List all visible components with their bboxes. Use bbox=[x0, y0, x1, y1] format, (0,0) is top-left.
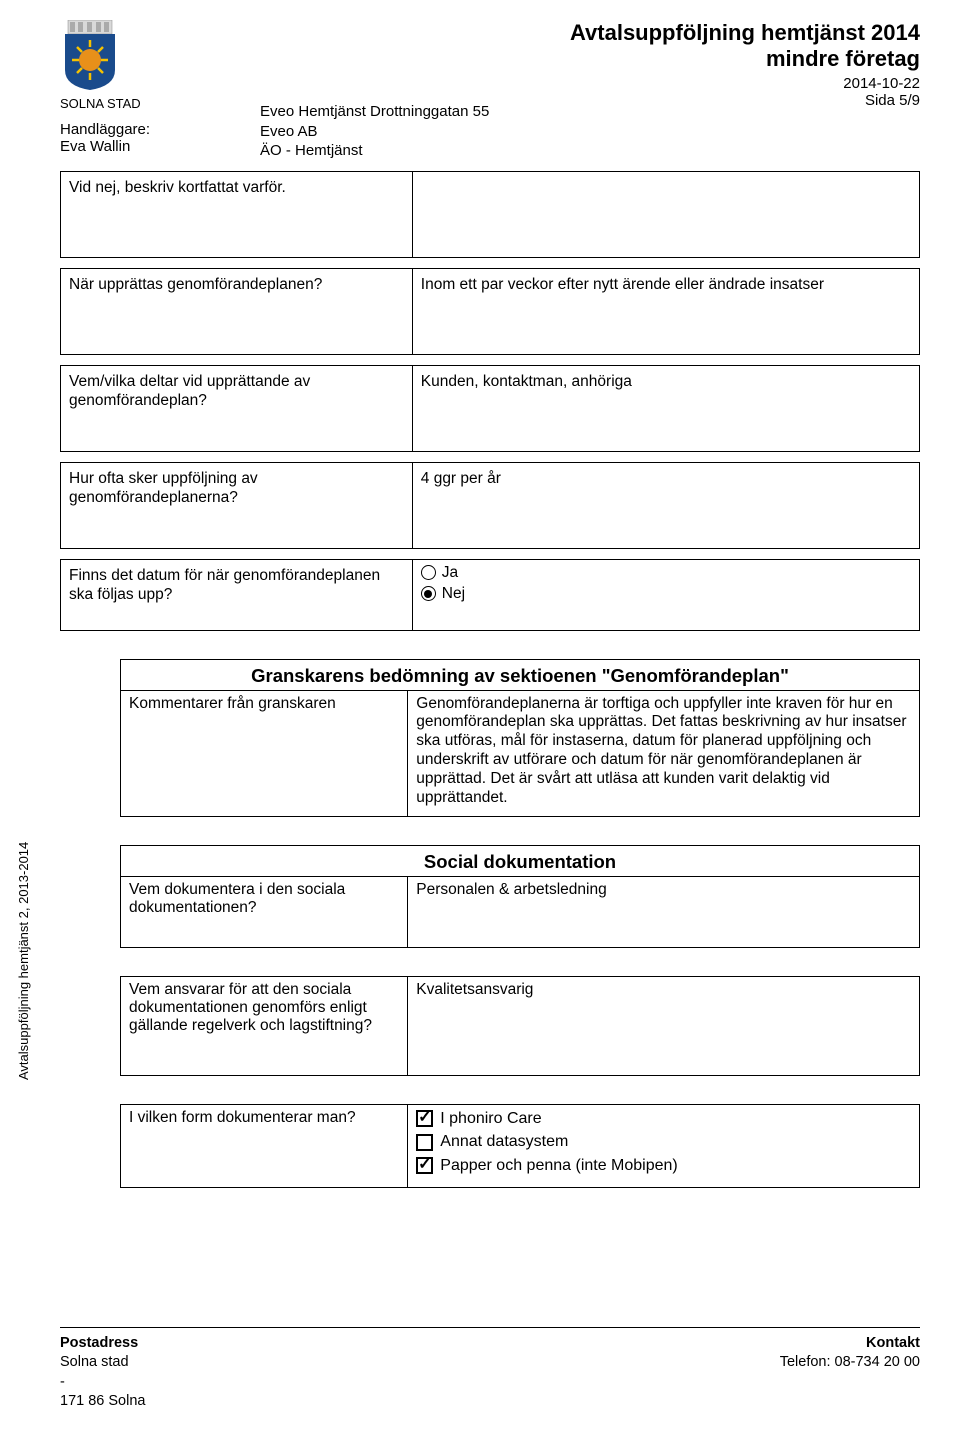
handlaggare-name: Eva Wallin bbox=[60, 138, 260, 155]
qa-table: Vid nej, beskriv kortfattat varför. bbox=[60, 171, 920, 258]
center-line-1: Eveo Hemtjänst Drottninggatan 55 bbox=[260, 102, 500, 122]
checkbox-icon bbox=[416, 1157, 433, 1174]
postadress-label: Postadress bbox=[60, 1334, 145, 1354]
checkbox-icon bbox=[416, 1134, 433, 1151]
qa-answer bbox=[413, 172, 919, 257]
social-question: Vem dokumentera i den sociala dokumentat… bbox=[121, 876, 408, 947]
assessment-title: Granskarens bedömning av sektioenen "Gen… bbox=[121, 660, 919, 690]
social-question: Vem ansvarar för att den sociala dokumen… bbox=[121, 977, 408, 1075]
qa-question: Vid nej, beskriv kortfattat varför. bbox=[61, 172, 413, 257]
page-number: Sida 5/9 bbox=[500, 92, 920, 109]
header-left: SOLNA STAD Handläggare: Eva Wallin bbox=[60, 20, 260, 161]
radio-option-ja[interactable]: Ja bbox=[421, 563, 911, 582]
page: SOLNA STAD Handläggare: Eva Wallin Eveo … bbox=[0, 0, 960, 1437]
checkbox-label: Annat datasystem bbox=[440, 1132, 568, 1152]
header-center: Eveo Hemtjänst Drottninggatan 55 Eveo AB… bbox=[260, 20, 500, 161]
center-line-2: Eveo AB bbox=[260, 122, 500, 142]
qa-table: När upprättas genomförandeplanen? Inom e… bbox=[60, 268, 920, 355]
logo bbox=[60, 20, 260, 94]
qa-answer: 4 ggr per år bbox=[413, 463, 919, 548]
qa-question: När upprättas genomförandeplanen? bbox=[61, 269, 413, 354]
kontakt-label: Kontakt bbox=[780, 1334, 920, 1354]
footer-left: Postadress Solna stad - 171 86 Solna bbox=[60, 1334, 145, 1412]
page-title: Avtalsuppföljning hemtjänst 2014 mindre … bbox=[500, 20, 920, 73]
social-title: Social dokumentation bbox=[121, 846, 919, 876]
qa-question: Finns det datum för när genomförandeplan… bbox=[61, 560, 413, 630]
postadress-line: Solna stad bbox=[60, 1353, 145, 1373]
assessment-left: Kommentarer från granskaren bbox=[121, 690, 408, 816]
assessment-table: Granskarens bedömning av sektioenen "Gen… bbox=[120, 659, 920, 817]
social-table: Vem ansvarar för att den sociala dokumen… bbox=[120, 976, 920, 1076]
handlaggare-label: Handläggare: bbox=[60, 121, 260, 138]
qa-table: Vem/vilka deltar vid upprättande av geno… bbox=[60, 365, 920, 452]
qa-answer: Kunden, kontaktman, anhöriga bbox=[413, 366, 919, 451]
side-text: Avtalsuppföljning hemtjänst 2, 2013-2014 bbox=[16, 842, 31, 1080]
qa-question: Vem/vilka deltar vid upprättande av geno… bbox=[61, 366, 413, 451]
social-answer: Kvalitetsansvarig bbox=[408, 977, 919, 1075]
social-question: I vilken form dokumenterar man? bbox=[121, 1105, 408, 1188]
qa-table: Finns det datum för när genomförandeplan… bbox=[60, 559, 920, 631]
checkbox-option-annat[interactable]: Annat datasystem bbox=[416, 1132, 911, 1152]
qa-answer-radio: Ja Nej bbox=[413, 560, 919, 630]
postadress-line: 171 86 Solna bbox=[60, 1392, 145, 1412]
checkbox-option-phoniro[interactable]: I phoniro Care bbox=[416, 1109, 911, 1129]
kontakt-line: Telefon: 08-734 20 00 bbox=[780, 1353, 920, 1373]
header: SOLNA STAD Handläggare: Eva Wallin Eveo … bbox=[60, 20, 920, 161]
radio-label: Ja bbox=[442, 563, 458, 582]
document-date: 2014-10-22 bbox=[500, 75, 920, 92]
center-line-3: ÄO - Hemtjänst bbox=[260, 141, 500, 161]
org-name: SOLNA STAD bbox=[60, 96, 260, 111]
assessment-right: Genomförandeplanerna är torftiga och upp… bbox=[408, 690, 919, 816]
radio-label: Nej bbox=[442, 584, 465, 603]
checkbox-option-papper[interactable]: Papper och penna (inte Mobipen) bbox=[416, 1156, 911, 1176]
solna-logo-icon bbox=[60, 20, 120, 90]
checkbox-label: I phoniro Care bbox=[440, 1109, 541, 1129]
social-table: I vilken form dokumenterar man? I phonir… bbox=[120, 1104, 920, 1189]
postadress-line: - bbox=[60, 1373, 145, 1393]
social-answer-checkbox: I phoniro Care Annat datasystem Papper o… bbox=[408, 1105, 919, 1188]
radio-icon bbox=[421, 586, 436, 601]
footer: Postadress Solna stad - 171 86 Solna Kon… bbox=[60, 1327, 920, 1412]
qa-table: Hur ofta sker uppföljning av genomförand… bbox=[60, 462, 920, 549]
checkbox-label: Papper och penna (inte Mobipen) bbox=[440, 1156, 678, 1176]
social-answer: Personalen & arbetsledning bbox=[408, 876, 919, 947]
footer-right: Kontakt Telefon: 08-734 20 00 bbox=[780, 1334, 920, 1412]
social-table: Social dokumentation Vem dokumentera i d… bbox=[120, 845, 920, 948]
qa-answer: Inom ett par veckor efter nytt ärende el… bbox=[413, 269, 919, 354]
qa-question: Hur ofta sker uppföljning av genomförand… bbox=[61, 463, 413, 548]
checkbox-icon bbox=[416, 1110, 433, 1127]
radio-icon bbox=[421, 565, 436, 580]
radio-option-nej[interactable]: Nej bbox=[421, 584, 911, 603]
header-right: Avtalsuppföljning hemtjänst 2014 mindre … bbox=[500, 20, 920, 161]
